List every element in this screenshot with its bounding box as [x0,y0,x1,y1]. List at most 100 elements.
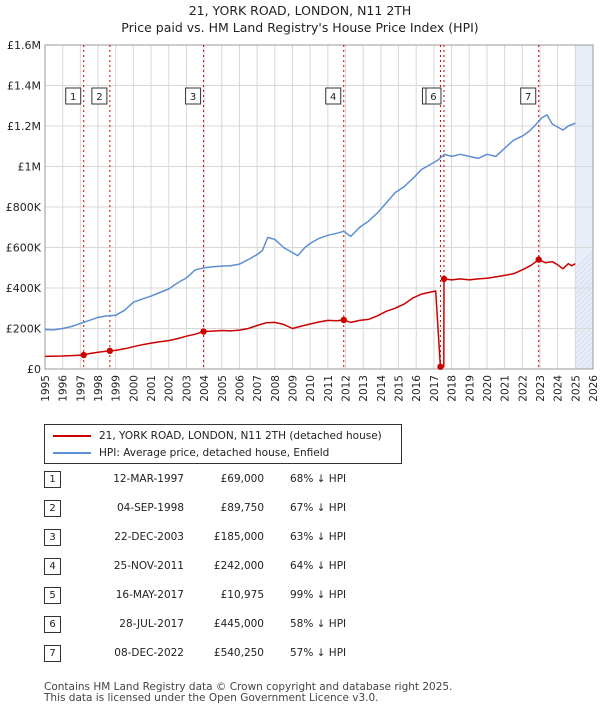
sale-number: 5 [44,587,61,604]
sale-price: £185,000 [213,531,264,543]
sale-badge-2 [91,87,108,105]
sale-point-7 [535,256,542,263]
chart-subtitle: Price paid vs. HM Land Registry's House … [121,20,479,35]
x-tick-label: 2004 [199,375,211,402]
x-tick-label: 2002 [164,375,176,402]
sale-price: £89,750 [220,502,264,514]
sale-hpi-diff: 99% ↓ HPI [290,589,347,601]
sale-hpi-diff: 57% ↓ HPI [290,647,347,659]
chart-legend: 21, YORK ROAD, LONDON, N11 2TH (detached… [44,424,402,464]
sale-price: £69,000 [220,473,264,485]
sale-number: 7 [44,645,61,662]
x-tick-label: 2000 [128,375,140,402]
x-tick-label: 2016 [411,375,423,402]
legend-swatch-hpi [53,452,91,454]
sale-hpi-diff: 68% ↓ HPI [290,473,347,485]
sale-price: £242,000 [213,560,264,572]
legend-label-hpi: HPI: Average price, detached house, Enfi… [99,447,330,459]
sale-point-6 [440,275,448,283]
forecast-hatch [575,250,593,369]
x-tick-label: 2024 [553,375,565,402]
sale-date: 04-SEP-1998 [116,502,184,514]
footer-licence: This data is licensed under the Open Gov… [44,692,379,704]
sale-badge-label-3: 3 [190,92,196,103]
sale-date: 16-MAY-2017 [115,589,184,601]
sale-row: 2 04-SEP-1998 £89,750 67% ↓ HPI [44,499,444,519]
x-tick-label: 2009 [287,375,299,402]
sale-point-1 [80,351,87,359]
footer: Contains HM Land Registry data © Crown c… [44,682,452,704]
sale-point-5 [437,363,444,370]
sale-badge-label-2: 2 [96,92,102,103]
x-tick-label: 2026 [588,375,600,402]
sale-row: 1 12-MAR-1997 £69,000 68% ↓ HPI [44,470,444,490]
sale-date: 12-MAR-1997 [113,473,184,485]
sale-price: £540,250 [213,647,264,659]
sale-badge-label-4: 4 [330,92,336,103]
legend-swatch-property [53,435,91,437]
y-tick-label: £800K [6,201,42,214]
sale-badge-label-6: 6 [430,92,436,103]
y-tick-label: £400K [6,282,42,295]
x-tick-label: 2010 [305,375,317,402]
x-tick-label: 2023 [535,375,547,402]
chart-title: 21, YORK ROAD, LONDON, N11 2TH Price pai… [0,2,600,36]
x-tick-label: 2008 [270,375,282,402]
x-tick-label: 2006 [234,375,246,402]
sale-number: 2 [44,500,61,517]
sale-hpi-diff: 64% ↓ HPI [290,560,347,572]
x-tick-label: 1995 [40,375,52,402]
hpi-line [44,114,576,331]
sale-date: 08-DEC-2022 [114,647,184,659]
sale-badge-label-7: 7 [525,92,531,103]
sale-number: 6 [44,616,61,633]
sale-date: 22-DEC-2003 [114,531,184,543]
sale-hpi-diff: 67% ↓ HPI [290,502,347,514]
sale-row: 3 22-DEC-2003 £185,000 63% ↓ HPI [44,528,444,548]
sale-number: 3 [44,529,61,546]
x-tick-label: 1999 [111,375,123,402]
x-tick-label: 2003 [181,375,193,402]
x-tick-label: 2022 [517,375,529,402]
y-tick-label: £600K [6,242,42,255]
y-tick-label: £200K [6,323,42,336]
sale-price: £445,000 [213,618,264,630]
x-tick-label: 2012 [341,375,353,402]
sale-badge-4 [325,87,342,105]
x-tick-label: 2014 [376,375,388,402]
plot-border [44,44,594,370]
sale-badge-6 [425,87,442,105]
sale-badge-7 [520,87,537,105]
sale-row: 6 28-JUL-2017 £445,000 58% ↓ HPI [44,615,444,635]
legend-item-property: 21, YORK ROAD, LONDON, N11 2TH (detached… [53,428,382,444]
x-tick-label: 2021 [500,375,512,402]
y-tick-label: £1M [18,161,42,174]
sale-point-4 [340,316,347,324]
x-tick-label: 1998 [93,375,105,402]
x-tick-label: 2018 [447,375,459,402]
y-tick-label: £1.4M [7,80,41,93]
sale-hpi-diff: 63% ↓ HPI [290,531,347,543]
sale-point-3 [200,328,207,335]
sale-date: 28-JUL-2017 [119,618,184,630]
price-chart: 1995 1996 1997 1998 1999 2000 2001 2002 2003 2004… [6,39,600,402]
footer-copyright: Contains HM Land Registry data © Crown c… [44,681,453,693]
x-tick-label: 1997 [75,375,87,402]
sale-badge-1 [65,87,82,105]
x-tick-label: 2013 [358,375,370,402]
x-tick-label: 2015 [394,375,406,402]
sale-price: £10,975 [220,589,264,601]
x-tick-label: 2001 [146,375,158,402]
sale-date: 25-NOV-2011 [113,560,184,572]
x-tick-label: 2019 [464,375,476,402]
y-tick-label: £1.2M [7,120,41,133]
x-tick-label: 2005 [217,375,229,402]
legend-label-property: 21, YORK ROAD, LONDON, N11 2TH (detached… [99,430,382,442]
x-tick-label: 2011 [323,375,335,402]
sale-point-2 [106,347,114,355]
x-tick-label: 2007 [252,375,264,402]
chart-title-line: 21, YORK ROAD, LONDON, N11 2TH [188,3,412,18]
y-tick-label: £1.6M [7,39,41,52]
sale-number: 4 [44,558,61,575]
x-tick-label: 2025 [570,375,582,402]
